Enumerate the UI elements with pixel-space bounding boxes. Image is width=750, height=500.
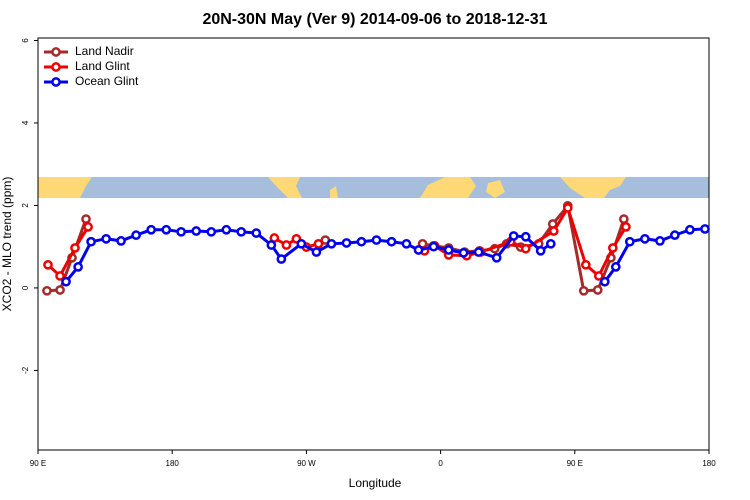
data-point — [251, 228, 262, 238]
data-point — [146, 224, 157, 235]
data-point — [593, 271, 604, 281]
data-point — [236, 226, 247, 237]
data-point — [685, 224, 695, 235]
data-point — [326, 238, 337, 249]
x-tick-label: 90 W — [297, 459, 316, 468]
data-point — [276, 254, 287, 264]
legend-label: Land Nadir — [75, 44, 134, 58]
data-point — [83, 222, 93, 232]
x-axis-label: Longitude — [349, 476, 402, 490]
data-point — [42, 285, 52, 296]
data-point — [161, 224, 172, 235]
data-point — [61, 276, 71, 287]
data-point — [535, 245, 546, 256]
data-point — [101, 233, 111, 244]
data-point — [655, 236, 665, 246]
data-point — [491, 252, 502, 263]
data-point — [592, 285, 603, 295]
legend-marker — [51, 77, 61, 87]
data-point — [401, 238, 412, 249]
x-tick-label: 180 — [702, 459, 716, 468]
data-point — [428, 241, 439, 252]
legend-label: Ocean Glint — [75, 74, 139, 88]
data-point — [266, 240, 277, 250]
data-point — [624, 236, 635, 247]
data-point — [520, 243, 531, 254]
y-tick-label: -2 — [21, 366, 30, 374]
data-point — [70, 243, 80, 253]
y-axis-label: XCO2 - MLO trend (ppm) — [0, 177, 14, 312]
legend-label: Land Glint — [75, 59, 130, 73]
data-point — [562, 203, 573, 213]
chart-title: 20N-30N May (Ver 9) 2014-09-06 to 2018-1… — [202, 11, 547, 28]
legend-marker — [51, 62, 61, 72]
data-point — [116, 236, 126, 246]
data-point — [191, 226, 202, 236]
data-point — [371, 235, 382, 245]
data-point — [55, 285, 65, 295]
y-tick-label: 6 — [21, 38, 30, 43]
x-tick-label: 0 — [438, 459, 443, 468]
data-point — [443, 245, 454, 255]
data-point — [458, 248, 469, 258]
data-point — [508, 231, 519, 241]
data-point — [176, 226, 186, 237]
data-point — [607, 243, 618, 253]
x-tick-label: 180 — [166, 459, 180, 468]
data-point — [580, 259, 591, 270]
data-point — [55, 271, 65, 281]
x-tick-label: 90 E — [567, 459, 583, 468]
data-point — [43, 259, 53, 270]
data-point — [341, 238, 352, 248]
data-point — [621, 222, 631, 232]
map-strip — [38, 177, 709, 198]
y-tick-label: 2 — [21, 203, 30, 208]
data-point — [131, 230, 141, 240]
series-line — [46, 204, 628, 279]
data-point — [81, 214, 91, 224]
data-point — [520, 231, 531, 242]
data-point — [578, 285, 589, 296]
data-point — [545, 238, 556, 249]
data-point — [281, 240, 292, 250]
y-tick-label: 0 — [21, 285, 30, 290]
data-point — [473, 247, 484, 257]
data-point — [86, 236, 96, 247]
data-point — [640, 233, 650, 244]
data-point — [599, 276, 610, 287]
y-tick-label: 4 — [21, 120, 30, 125]
plot-frame — [37, 37, 710, 451]
data-point — [311, 247, 322, 257]
data-point — [670, 230, 680, 240]
data-point — [413, 245, 424, 255]
data-point — [610, 262, 621, 272]
data-point — [548, 226, 559, 236]
data-point — [221, 224, 232, 235]
legend-marker — [51, 47, 61, 57]
data-point — [73, 262, 83, 272]
data-point — [206, 226, 217, 237]
data-point — [296, 238, 307, 249]
data-point — [700, 224, 710, 234]
data-point — [619, 214, 629, 224]
data-point — [356, 236, 367, 247]
x-tick-label: 90 E — [30, 459, 46, 468]
data-point — [313, 238, 324, 249]
data-point — [386, 236, 397, 247]
